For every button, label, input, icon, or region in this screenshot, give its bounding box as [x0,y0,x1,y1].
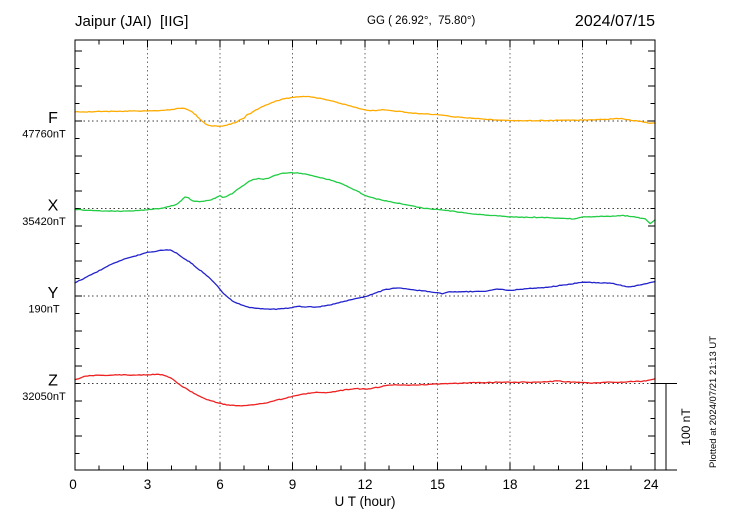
station-title: Jaipur (JAI) [IIG] [75,13,188,30]
x-tick-label-9: 9 [289,477,297,492]
x-tick-label-12: 12 [357,477,372,492]
series-value-X: 35420nT [22,216,66,228]
trace-Z [74,373,656,407]
series-value-F: 47760nT [22,129,66,141]
x-tick-label-21: 21 [575,477,590,492]
trace-X [74,171,656,225]
trace-layer [74,95,656,407]
trace-F [74,95,656,127]
x-tick-label-18: 18 [502,477,517,492]
series-letter-X: X [48,198,59,215]
series-letter-Y: Y [48,285,59,302]
series-letter-Z: Z [48,373,58,390]
series-value-Y: 190nT [28,304,59,316]
x-tick-label-3: 3 [144,477,152,492]
grid-layer [75,40,677,471]
x-tick-label-6: 6 [216,477,224,492]
series-value-Z: 32050nT [22,391,66,403]
series-letter-F: F [48,110,58,127]
x-axis-title: U T (hour) [334,494,395,509]
plot-frame [74,39,656,471]
x-tick-label-0: 0 [69,477,77,492]
geographic-coordinates: GG ( 26.92°, 75.80°) [367,15,475,27]
x-tick-label-15: 15 [430,477,445,492]
trace-Y [74,249,656,311]
scale-bar-label: 100 nT [679,408,693,446]
plot-date: 2024/07/15 [575,13,655,30]
plotted-timestamp: Plotted at 2024/07/21 21:13 UT [708,336,719,468]
x-tick-label-24: 24 [643,477,659,492]
